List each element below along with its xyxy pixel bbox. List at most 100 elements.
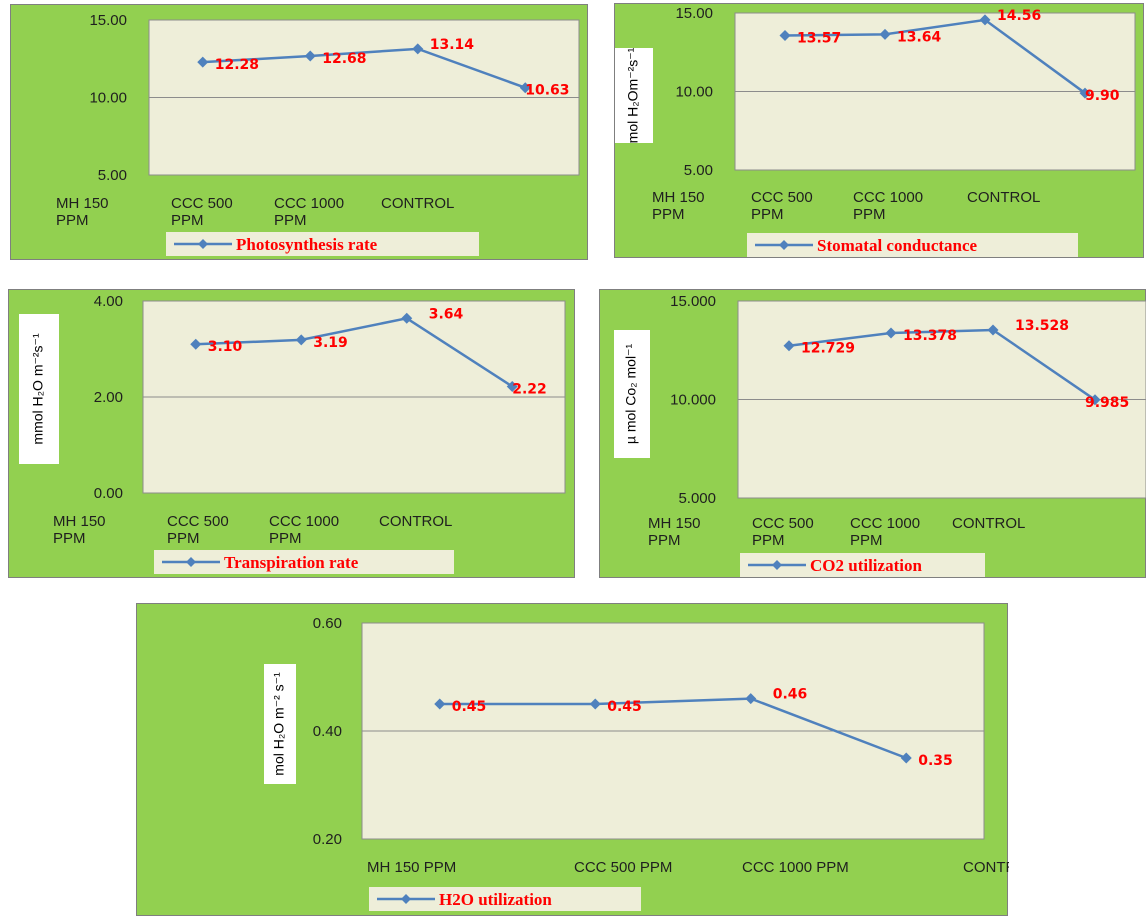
- y-axis-label: mol H₂O m⁻² s⁻¹: [271, 672, 287, 776]
- series-line: [202, 47, 526, 89]
- data-point-marker: [1089, 394, 1101, 406]
- legend-label: H2O utilization: [439, 890, 552, 909]
- y-tick-label: 0.60: [313, 615, 342, 632]
- data-point-marker: [745, 693, 757, 705]
- data-point-marker: [783, 340, 795, 352]
- y-axis-label-box: [615, 48, 653, 143]
- y-tick-label: 10.00: [675, 84, 713, 101]
- legend-label: Stomatal conductance: [817, 236, 978, 255]
- y-tick-label: 15.00: [675, 5, 713, 22]
- data-point-marker: [987, 324, 999, 336]
- data-point-marker: [879, 28, 891, 40]
- data-point-marker: [506, 380, 518, 392]
- stomatal-chart-panel: 5.00 10.00 15.00 MH 150 PPM CCC 500 PPM CCC 100…: [614, 3, 1144, 258]
- x-category-label: CONTROL: [952, 515, 1025, 532]
- legend-marker: [779, 240, 789, 250]
- x-category-label: CCC 500: [752, 515, 814, 532]
- y-tick-label: 0.20: [313, 831, 342, 848]
- x-category-label: CCC 1000: [853, 189, 923, 206]
- h2o-chart: 0.20 0.40 0.60 MH 150 PPM CCC 500 PPM CCC 100…: [264, 615, 1009, 911]
- h2o-chart-panel: 0.20 0.40 0.60 MH 150 PPM CCC 500 PPM CCC 100…: [136, 603, 1009, 916]
- data-value-label: 2.22: [512, 381, 547, 397]
- data-point-marker: [589, 698, 601, 710]
- data-value-label: 0.46: [773, 687, 808, 703]
- y-axis-label: mmol H₂O m⁻²s⁻¹: [30, 333, 46, 445]
- y-tick-label: 2.00: [94, 389, 123, 406]
- data-point-marker: [401, 312, 413, 324]
- x-category-label: MH 150: [648, 515, 701, 532]
- data-value-label: 13.14: [430, 37, 475, 53]
- data-value-label: 10.63: [525, 83, 569, 99]
- legend-marker: [401, 894, 411, 904]
- x-category-label: PPM: [850, 532, 883, 549]
- data-point-marker: [197, 56, 209, 68]
- y-tick-label: 5.00: [684, 162, 713, 179]
- y-tick-label: 0.40: [313, 723, 342, 740]
- data-value-label: 9.985: [1085, 395, 1129, 411]
- x-category-label: CCC 1000: [850, 515, 920, 532]
- x-category-label: CCC 500: [171, 195, 233, 212]
- x-category-label: PPM: [652, 206, 685, 223]
- y-axis-label-box: [19, 314, 59, 464]
- y-axis-label: mol H₂Om⁻²s⁻¹: [625, 47, 641, 143]
- data-point-marker: [885, 327, 897, 339]
- series-line: [784, 18, 1086, 95]
- data-value-label: 9.90: [1085, 88, 1120, 104]
- data-point-marker: [434, 698, 446, 710]
- data-point-marker: [304, 50, 316, 62]
- x-category-label: CONTROL: [963, 859, 1009, 876]
- series-line: [788, 328, 1096, 401]
- x-category-label: CCC 500: [167, 513, 229, 530]
- data-point-marker: [412, 43, 424, 55]
- data-value-label: 3.19: [313, 335, 348, 351]
- x-category-label: MH 150: [652, 189, 705, 206]
- legend-label: CO2 utilization: [810, 556, 922, 575]
- series-line: [439, 697, 907, 760]
- x-category-label: CONTROL: [381, 195, 454, 212]
- data-value-label: 12.729: [801, 341, 855, 357]
- data-value-label: 3.64: [429, 306, 464, 322]
- co2-chart-panel: 5.000 10.000 15.000 MH 150 PPM CCC 500 PPM CCC …: [599, 289, 1146, 578]
- x-category-label: CCC 500: [751, 189, 813, 206]
- x-category-label: PPM: [171, 212, 204, 229]
- x-category-label: MH 150: [53, 513, 106, 530]
- x-category-label: CCC 500 PPM: [574, 859, 672, 876]
- legend-marker: [198, 239, 208, 249]
- data-point-marker: [295, 334, 307, 346]
- legend-label: Transpiration rate: [224, 553, 359, 572]
- x-category-label: CCC 1000: [274, 195, 344, 212]
- y-axis-label-box: [264, 664, 296, 784]
- data-point-marker: [519, 82, 531, 94]
- x-category-label: CONTROL: [967, 189, 1040, 206]
- data-value-label: 13.528: [1015, 318, 1069, 334]
- data-value-label: 13.64: [897, 29, 942, 45]
- y-tick-label: 15.000: [670, 293, 716, 310]
- y-tick-label: 10.000: [670, 392, 716, 409]
- data-value-label: 0.35: [918, 753, 953, 769]
- data-point-marker: [900, 752, 912, 764]
- x-category-label: PPM: [752, 532, 785, 549]
- data-value-label: 13.378: [903, 328, 957, 344]
- y-tick-label: 0.00: [94, 485, 123, 502]
- y-tick-label: 10.00: [89, 90, 127, 107]
- legend-marker: [772, 560, 782, 570]
- data-value-label: 0.45: [607, 699, 642, 715]
- data-value-label: 14.56: [997, 8, 1041, 24]
- data-point-marker: [190, 338, 202, 350]
- y-axis-label: µ mol Co₂ mol⁻¹: [623, 344, 639, 445]
- x-category-label: PPM: [648, 532, 681, 549]
- x-category-label: CONTROL: [379, 513, 452, 530]
- x-category-label: PPM: [269, 530, 302, 547]
- y-tick-label: 5.000: [678, 490, 716, 507]
- data-point-marker: [779, 29, 791, 41]
- transpiration-chart-panel: 0.00 2.00 4.00 MH 150 PPM CCC 500 PPM CCC 1000 P…: [8, 289, 575, 578]
- y-tick-label: 15.00: [89, 12, 127, 29]
- x-category-label: PPM: [274, 212, 307, 229]
- photosynthesis-chart-panel: 5.00 10.00 15.00 MH 150 PPM CCC 500 PPM CCC 100…: [10, 4, 588, 260]
- x-category-label: PPM: [853, 206, 886, 223]
- legend-label: Photosynthesis rate: [236, 235, 378, 254]
